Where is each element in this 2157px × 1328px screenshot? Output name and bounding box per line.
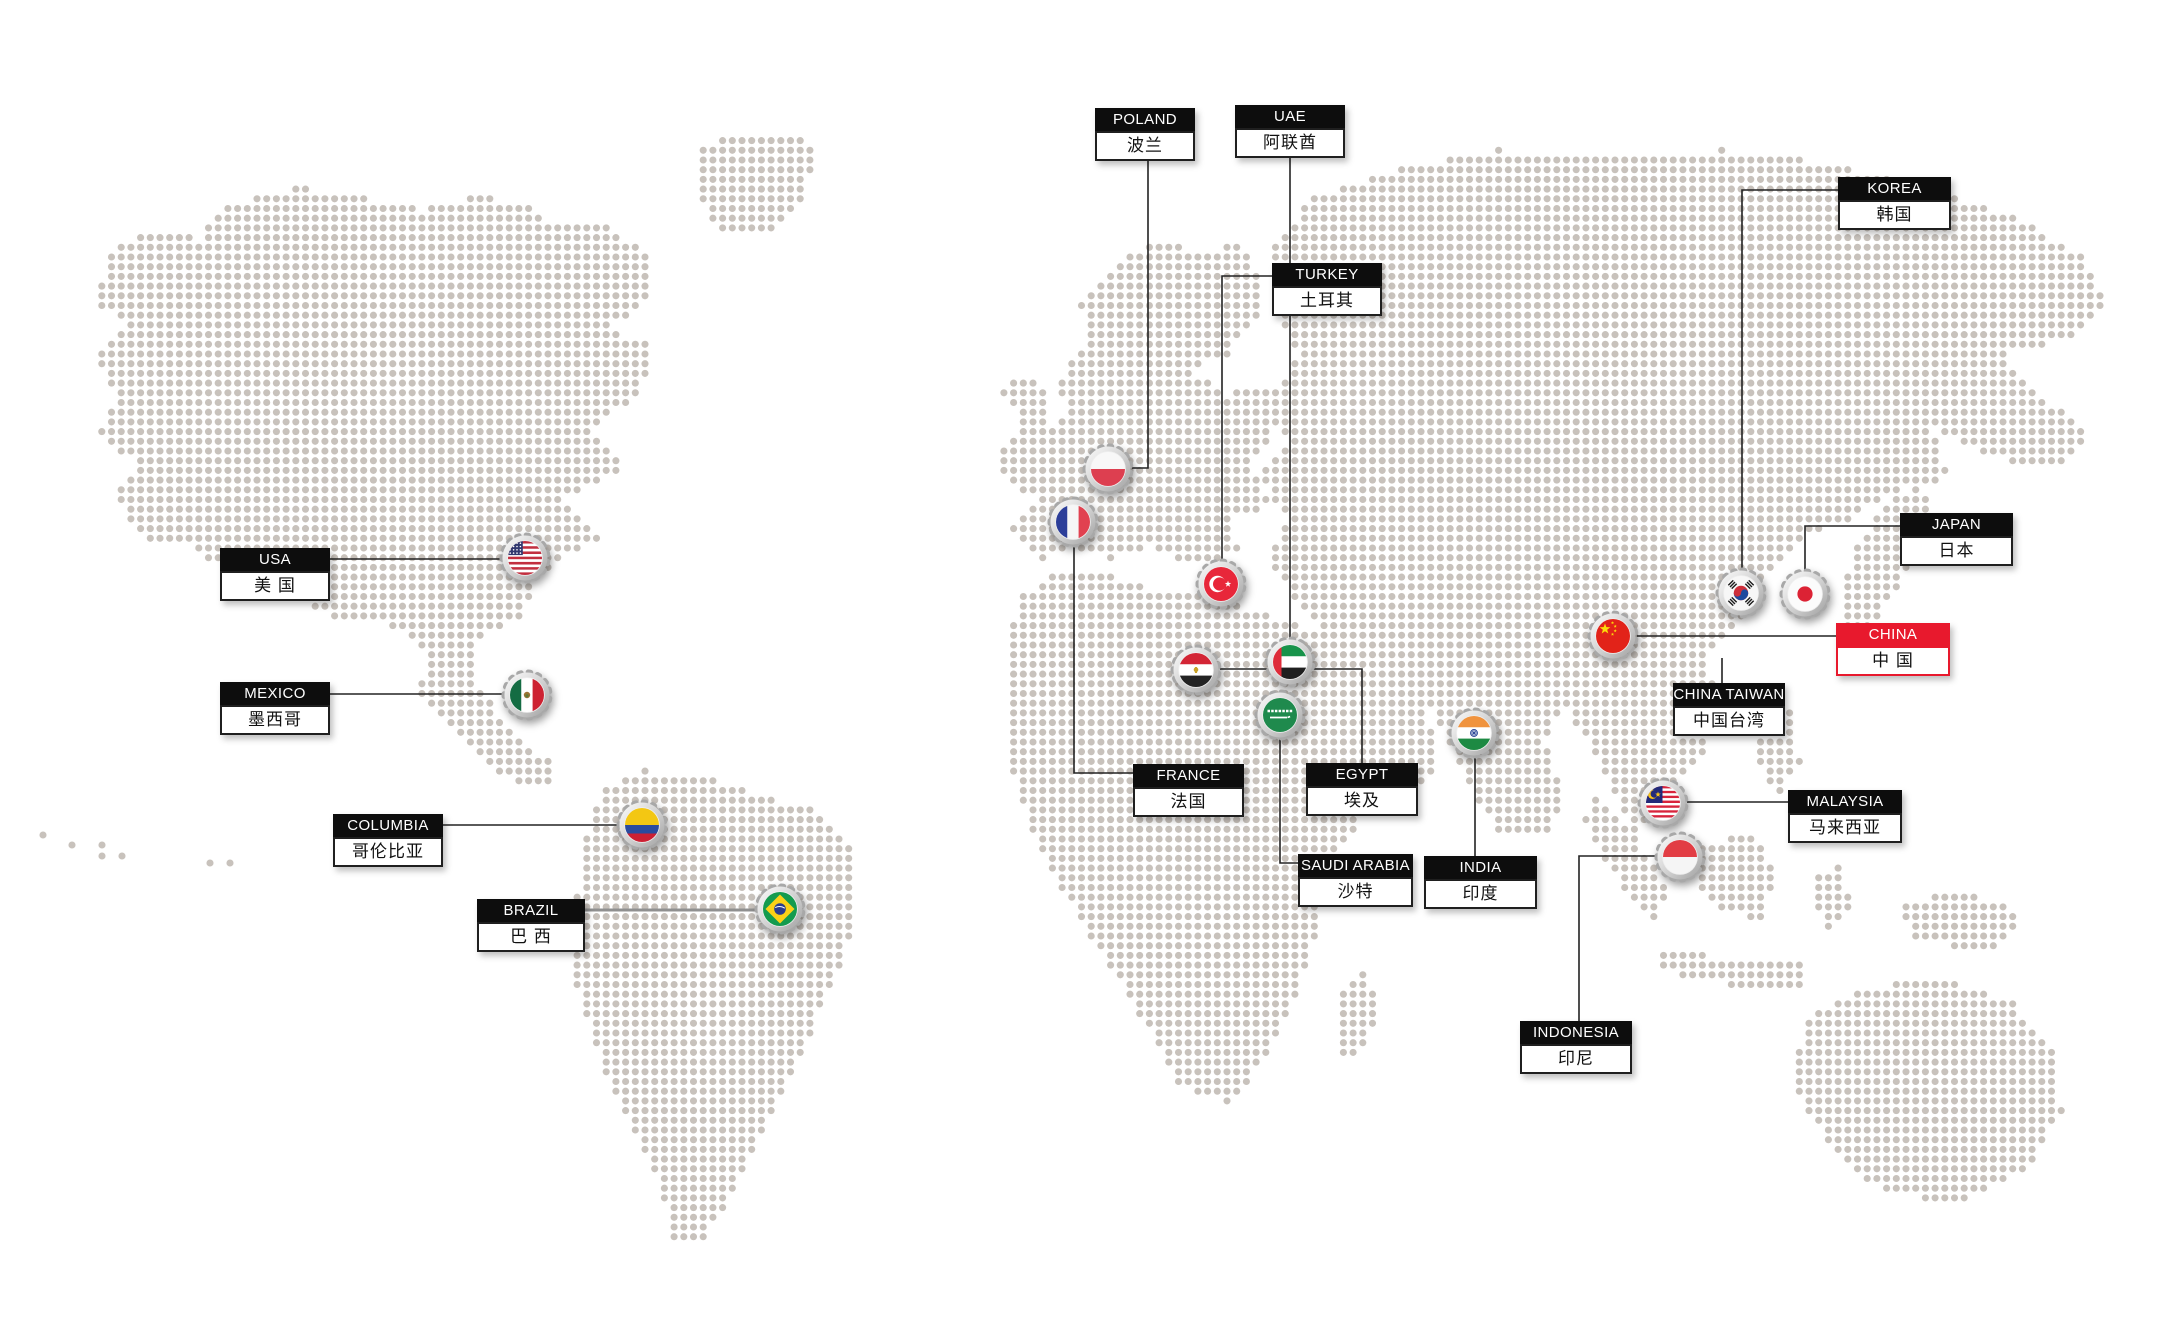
- marker-saudi-arabia[interactable]: [1252, 687, 1308, 743]
- country-label-poland: POLAND 波兰: [1095, 108, 1195, 161]
- flag-china-icon: [1587, 610, 1639, 662]
- country-label-columbia: COLUMBIA 哥伦比亚: [333, 814, 443, 867]
- country-label-france: FRANCE 法国: [1133, 764, 1244, 817]
- connector-turkey: [1221, 275, 1272, 560]
- country-name-zh-mexico: 墨西哥: [220, 705, 330, 735]
- country-name-en-mexico: MEXICO: [220, 682, 330, 705]
- connector-saudi-arabia: [1279, 739, 1298, 864]
- marker-india[interactable]: [1446, 705, 1502, 761]
- connector-france: [1073, 546, 1133, 774]
- country-name-en-japan: JAPAN: [1900, 513, 2013, 536]
- country-name-en-china: CHINA: [1836, 623, 1950, 646]
- country-name-en-egypt: EGYPT: [1306, 763, 1418, 786]
- country-label-japan: JAPAN 日本: [1900, 513, 2013, 566]
- country-name-zh-malaysia: 马来西亚: [1788, 813, 1902, 843]
- flag-japan-icon: [1779, 568, 1831, 620]
- marker-egypt[interactable]: [1168, 642, 1224, 698]
- flag-malaysia-icon: [1637, 777, 1689, 829]
- connector-indonesia: [1578, 855, 1657, 1021]
- flag-france-icon: [1047, 496, 1099, 548]
- flag-poland-icon: [1082, 443, 1134, 495]
- marker-brazil[interactable]: [752, 881, 808, 937]
- flag-india-icon: [1448, 707, 1500, 759]
- marker-indonesia[interactable]: [1652, 829, 1708, 885]
- country-name-zh-columbia: 哥伦比亚: [333, 837, 443, 867]
- country-label-korea: KOREA 韩国: [1838, 177, 1951, 230]
- country-label-malaysia: MALAYSIA 马来西亚: [1788, 790, 1902, 843]
- country-name-zh-usa: 美 国: [220, 571, 330, 601]
- flag-columbia-icon: [616, 799, 668, 851]
- flag-saudi-arabia-icon: [1254, 689, 1306, 741]
- country-name-zh-brazil: 巴 西: [477, 922, 585, 952]
- country-label-turkey: TURKEY 土耳其: [1272, 263, 1382, 316]
- marker-columbia[interactable]: [614, 797, 670, 853]
- flag-uae-icon: [1264, 636, 1316, 688]
- flag-egypt-icon: [1170, 644, 1222, 696]
- country-label-uae: UAE 阿联酋: [1235, 105, 1345, 158]
- connector-korea: [1741, 189, 1838, 569]
- country-name-en-france: FRANCE: [1133, 764, 1244, 787]
- country-name-zh-india: 印度: [1424, 879, 1537, 909]
- country-name-en-malaysia: MALAYSIA: [1788, 790, 1902, 813]
- flag-mexico-icon: [501, 669, 553, 721]
- marker-poland[interactable]: [1080, 441, 1136, 497]
- country-label-china-taiwan: CHINA TAIWAN 中国台湾: [1673, 683, 1785, 736]
- country-name-zh-indonesia: 印尼: [1520, 1044, 1632, 1074]
- country-name-zh-france: 法国: [1133, 787, 1244, 817]
- country-label-saudi-arabia: SAUDI ARABIA 沙特: [1298, 854, 1413, 907]
- flag-turkey-icon: [1195, 558, 1247, 610]
- country-label-mexico: MEXICO 墨西哥: [220, 682, 330, 735]
- country-name-en-saudi-arabia: SAUDI ARABIA: [1298, 854, 1413, 877]
- country-label-india: INDIA 印度: [1424, 856, 1537, 909]
- country-name-zh-turkey: 土耳其: [1272, 286, 1382, 316]
- country-name-en-brazil: BRAZIL: [477, 899, 585, 922]
- country-name-zh-egypt: 埃及: [1306, 786, 1418, 816]
- country-name-en-uae: UAE: [1235, 105, 1345, 128]
- country-name-zh-japan: 日本: [1900, 536, 2013, 566]
- flag-usa-icon: [499, 532, 551, 584]
- country-name-en-usa: USA: [220, 548, 330, 571]
- flag-korea-icon: [1715, 567, 1767, 619]
- marker-korea[interactable]: [1713, 565, 1769, 621]
- marker-uae[interactable]: [1262, 634, 1318, 690]
- marker-usa[interactable]: [497, 530, 553, 586]
- country-label-indonesia: INDONESIA 印尼: [1520, 1021, 1632, 1074]
- country-name-zh-saudi-arabia: 沙特: [1298, 877, 1413, 907]
- country-label-china: CHINA 中 国: [1836, 623, 1950, 676]
- country-name-zh-china-taiwan: 中国台湾: [1673, 706, 1785, 736]
- connector-poland: [1132, 161, 1149, 469]
- country-name-en-korea: KOREA: [1838, 177, 1951, 200]
- country-name-en-india: INDIA: [1424, 856, 1537, 879]
- country-name-en-china-taiwan: CHINA TAIWAN: [1673, 683, 1785, 706]
- country-name-en-indonesia: INDONESIA: [1520, 1021, 1632, 1044]
- country-name-zh-korea: 韩国: [1838, 200, 1951, 230]
- country-label-egypt: EGYPT 埃及: [1306, 763, 1418, 816]
- flag-brazil-icon: [754, 883, 806, 935]
- country-name-en-columbia: COLUMBIA: [333, 814, 443, 837]
- country-name-zh-uae: 阿联酋: [1235, 128, 1345, 158]
- flag-indonesia-icon: [1654, 831, 1706, 883]
- country-label-brazil: BRAZIL 巴 西: [477, 899, 585, 952]
- marker-turkey[interactable]: [1193, 556, 1249, 612]
- country-name-en-turkey: TURKEY: [1272, 263, 1382, 286]
- marker-japan[interactable]: [1777, 566, 1833, 622]
- marker-malaysia[interactable]: [1635, 775, 1691, 831]
- marker-france[interactable]: [1045, 494, 1101, 550]
- country-label-usa: USA 美 国: [220, 548, 330, 601]
- marker-mexico[interactable]: [499, 667, 555, 723]
- country-name-zh-poland: 波兰: [1095, 131, 1195, 161]
- country-name-en-poland: POLAND: [1095, 108, 1195, 131]
- country-name-zh-china: 中 国: [1836, 646, 1950, 676]
- connector-japan: [1804, 525, 1900, 570]
- marker-china[interactable]: [1585, 608, 1641, 664]
